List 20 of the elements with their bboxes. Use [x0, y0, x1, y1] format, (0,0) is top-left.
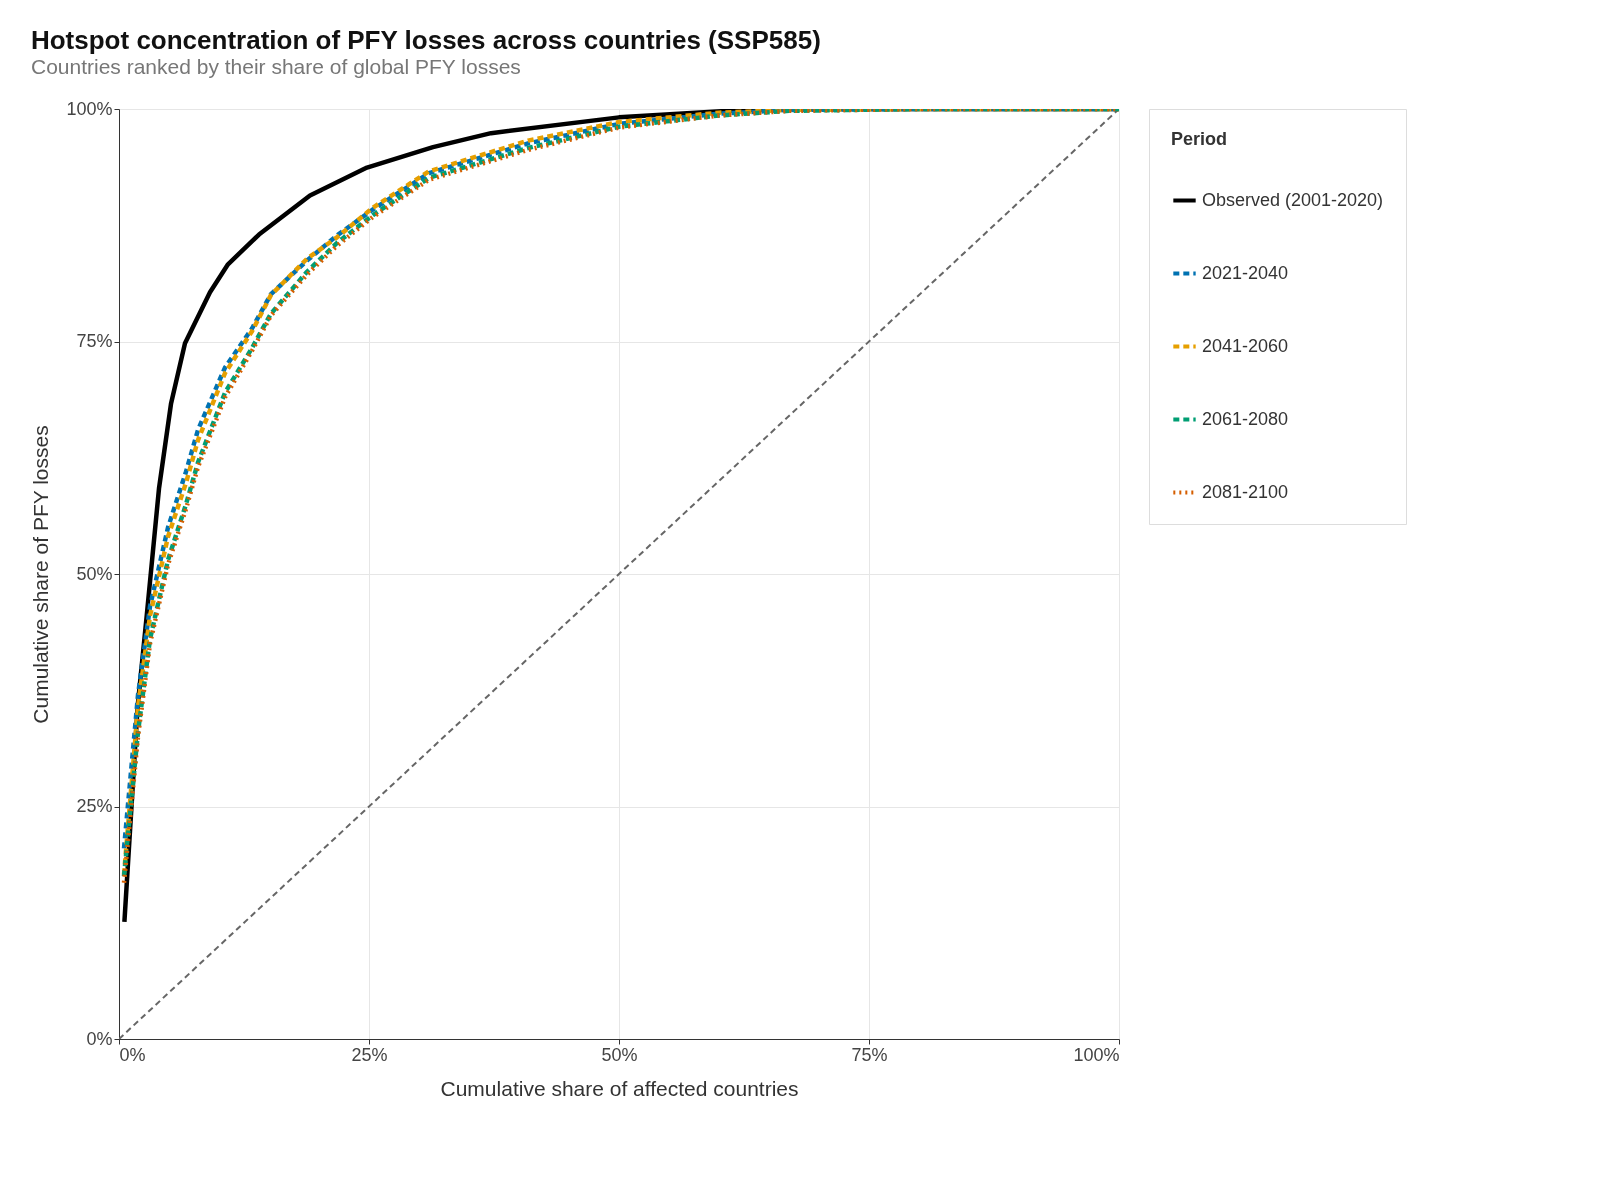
y-axis-title: Cumulative share of PFY losses	[29, 425, 53, 724]
legend-label: 2081-2100	[1202, 481, 1289, 502]
chart-title: Hotspot concentration of PFY losses across countries (SSP585)	[30, 25, 821, 55]
x-tick-label: 75%	[851, 1044, 888, 1065]
x-tick-label: 50%	[601, 1044, 638, 1065]
legend-title: Period	[1171, 129, 1228, 149]
y-tick-label: 75%	[76, 331, 113, 351]
y-tick-label: 50%	[76, 563, 113, 584]
legend-label: 2041-2060	[1202, 335, 1289, 356]
y-tick-label: 25%	[76, 796, 113, 816]
legend-label: 2021-2040	[1202, 262, 1289, 283]
x-tick-label: 0%	[119, 1044, 146, 1065]
y-tick-label: 0%	[86, 1028, 113, 1049]
x-axis-title: Cumulative share of affected countries	[440, 1076, 799, 1100]
chart-subtitle: Countries ranked by their share of global PFY losses	[30, 55, 521, 78]
x-tick-label: 100%	[1073, 1044, 1120, 1065]
y-tick-label: 100%	[66, 98, 113, 119]
x-tick-label: 25%	[351, 1044, 388, 1065]
legend-label: 2061-2080	[1202, 408, 1289, 429]
legend-label: Observed (2001-2020)	[1202, 189, 1384, 210]
